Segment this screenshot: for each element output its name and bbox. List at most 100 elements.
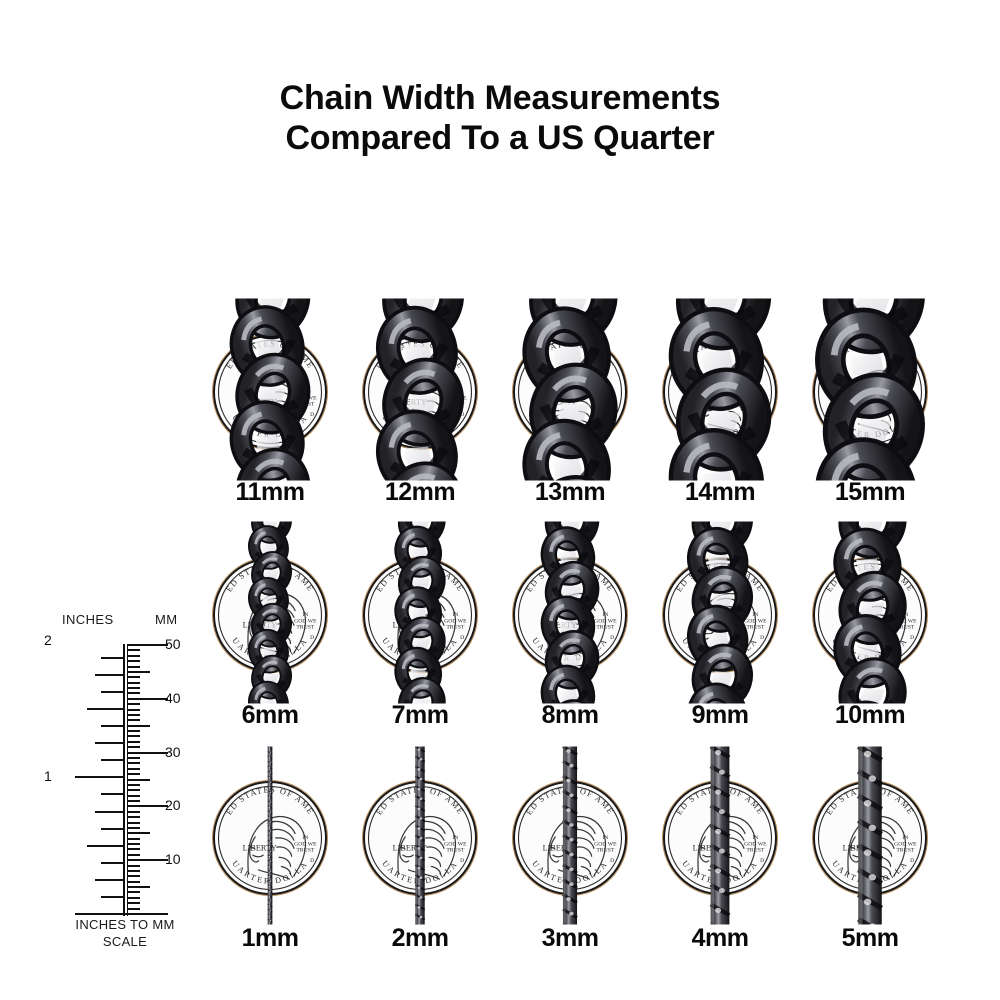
svg-text:TRUST: TRUST (596, 625, 615, 631)
title-line-2: Compared To a US Quarter (285, 119, 715, 157)
ruler-mm-tick (128, 660, 140, 663)
svg-text:GOD WE: GOD WE (894, 841, 917, 847)
coin-and-chain: UNITED STATES OF AMERICA QUARTER DOLLAR … (195, 746, 345, 928)
ruler-mm-tick (128, 805, 168, 808)
coin-and-chain: UNITED STATES OF AMERICA QUARTER DOLLAR … (195, 473, 345, 778)
ruler-mm-tick (128, 907, 140, 910)
svg-text:TRUST: TRUST (746, 848, 765, 854)
ruler-mm-tick (128, 767, 140, 770)
svg-text:TRUST: TRUST (446, 625, 465, 631)
svg-text:IN: IN (302, 835, 308, 841)
ruler-mm-tick (128, 681, 140, 684)
chain-size-label: 4mm (691, 924, 749, 952)
coin-legend-motto: IN GOD WE TRUST (894, 835, 917, 854)
chain-size-cell: UNITED STATES OF AMERICA QUARTER DOLLAR … (195, 210, 345, 578)
quarter-face: UNITED STATES OF AMERICA QUARTER DOLLAR … (513, 781, 627, 895)
chain-size-label: 13mm (534, 478, 606, 506)
ruler-inch-tick (101, 861, 123, 864)
svg-text:GOD WE: GOD WE (294, 618, 317, 624)
coin-mintmark: D (460, 858, 464, 864)
ruler-mm-tick (128, 810, 140, 813)
svg-text:TRUST: TRUST (896, 625, 915, 631)
ruler-mm-label: 50 (165, 636, 181, 652)
svg-text:TRUST: TRUST (296, 848, 315, 854)
ruler-mm-tick (128, 783, 140, 786)
ruler-mm-tick (128, 703, 140, 706)
coin-and-chain: UNITED STATES OF AMERICA QUARTER DOLLAR … (195, 210, 345, 578)
chain-strip (694, 744, 747, 937)
coin-mintmark: D (910, 635, 914, 641)
ruler-mm-tick (128, 649, 140, 652)
chain-graphic (394, 465, 446, 790)
svg-text:TRUST: TRUST (746, 625, 765, 631)
chain-link (394, 525, 443, 578)
coin-mintmark: D (310, 635, 314, 641)
chain-size-label: 5mm (841, 924, 899, 952)
chain-size-cell: UNITED STATES OF AMERICA QUARTER DOLLAR … (345, 465, 495, 790)
ruler-inch-label: 1 (44, 768, 52, 785)
svg-text:IN: IN (452, 612, 458, 618)
svg-text:IN: IN (602, 835, 608, 841)
chain-size-cell: UNITED STATES OF AMERICA QUARTER DOLLAR … (345, 202, 495, 603)
coin-legend-motto: IN GOD WE TRUST (294, 612, 317, 631)
coin-mintmark: D (460, 635, 464, 641)
coin-and-chain: UNITED STATES OF AMERICA QUARTER DOLLAR … (795, 441, 945, 819)
chain-size-cell: UNITED STATES OF AMERICA QUARTER DOLLAR … (345, 745, 495, 931)
coin-legend-motto: IN GOD WE TRUST (444, 612, 467, 631)
chain-graphic (562, 745, 578, 934)
chain-size-label: 2mm (391, 924, 449, 952)
ruler-mm-tick (128, 697, 168, 700)
ruler-mm-tick (128, 902, 140, 905)
ruler-mm-tick (128, 843, 140, 846)
coin-mintmark: D (460, 412, 464, 418)
chain-size-label: 6mm (241, 701, 299, 729)
ruler-inch-tick (101, 656, 123, 659)
ruler-mm-tick (128, 832, 150, 835)
chain-size-label: 8mm (541, 701, 599, 729)
ruler-mm-tick (128, 719, 140, 722)
ruler-mm-tick (128, 730, 140, 733)
ruler-mm-tick (128, 692, 140, 695)
coin-and-chain: UNITED STATES OF AMERICA QUARTER DOLLAR … (495, 745, 645, 934)
svg-text:TRUST: TRUST (896, 848, 915, 854)
ruler-mm-tick (128, 644, 168, 646)
chain-size-label: 1mm (241, 924, 299, 952)
ruler-inch-tick (101, 759, 123, 762)
chain-size-label: 7mm (391, 701, 449, 729)
svg-text:GOD WE: GOD WE (744, 618, 767, 624)
coin-and-chain: UNITED STATES OF AMERICA QUARTER DOLLAR … (795, 744, 945, 936)
coin-and-chain: UNITED STATES OF AMERICA QUARTER DOLLAR … (345, 465, 495, 790)
ruler-baseline (75, 913, 165, 915)
chain-graphic (687, 449, 753, 789)
ruler-mm-tick (128, 713, 140, 716)
ruler-inch-label: 2 (44, 631, 52, 648)
svg-text:IN: IN (752, 835, 758, 841)
ruler-inch-tick (95, 673, 123, 676)
coin-mintmark: D (310, 412, 314, 418)
ruler-mm-tick (128, 687, 140, 690)
chain-size-cell: UNITED STATES OF AMERICA QUARTER DOLLAR … (495, 745, 645, 934)
coin-and-chain: UNITED STATES OF AMERICA QUARTER DOLLAR … (495, 457, 645, 794)
svg-text:IN: IN (902, 835, 908, 841)
ruler-mm-tick (128, 800, 140, 803)
chain-graphic (709, 744, 731, 937)
chain-size-cell: UNITED STATES OF AMERICA QUARTER DOLLAR … (495, 457, 645, 794)
chain-size-label: 14mm (684, 478, 756, 506)
page-title: Chain Width Measurements Compared To a U… (0, 78, 1000, 158)
coin-mintmark: D (610, 858, 614, 864)
chain-size-cell: UNITED STATES OF AMERICA QUARTER DOLLAR … (645, 449, 795, 789)
svg-text:GOD WE: GOD WE (744, 841, 767, 847)
ruler-inch-tick (101, 725, 123, 728)
coin-legend-liberty: LIBERTY (693, 844, 727, 853)
ruler-mm-tick (128, 864, 140, 867)
ruler-mm-tick (128, 756, 140, 759)
chain-size-label: 15mm (834, 478, 906, 506)
coin-legend-motto: IN GOD WE TRUST (744, 835, 767, 854)
ruler-caption: INCHES TO MM SCALE (40, 916, 210, 950)
coin-mintmark: D (910, 858, 914, 864)
coin-legend-motto: IN GOD WE TRUST (294, 835, 317, 854)
ruler-mm-tick (128, 875, 140, 878)
svg-text:IN: IN (302, 612, 308, 618)
svg-text:GOD WE: GOD WE (594, 618, 617, 624)
ruler-inch-tick (95, 810, 123, 813)
